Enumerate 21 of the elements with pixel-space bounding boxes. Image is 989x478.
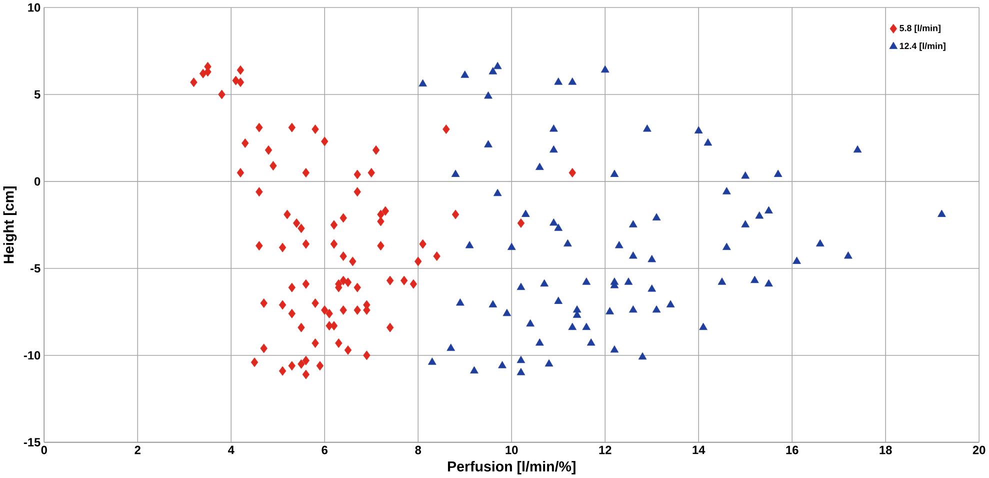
x-tick-label: 14 — [692, 446, 706, 454]
x-tick-label: 16 — [786, 446, 798, 454]
legend-label: 12.4 [l/min] — [900, 42, 946, 52]
legend-label: 5.8 [l/min] — [900, 24, 940, 34]
x-tick-label: 10 — [506, 446, 518, 454]
x-tick-label: 2 — [134, 446, 140, 454]
y-tick-label: 5 — [34, 90, 40, 99]
y-tick-label: -5 — [30, 264, 40, 273]
x-tick-label: 20 — [972, 446, 986, 454]
y-tick-label: 10 — [28, 3, 40, 12]
x-axis-title: Perfusion [l/min/%] — [448, 461, 576, 475]
x-tick-label: 6 — [322, 446, 328, 454]
x-tick-label: 18 — [880, 446, 892, 454]
x-tick-label: 0 — [41, 446, 47, 454]
x-tick-label: 8 — [415, 446, 422, 454]
y-tick-label: -10 — [24, 351, 40, 360]
y-tick-label: 0 — [34, 177, 40, 186]
x-tick-label: 12 — [599, 446, 612, 454]
y-tick-label: -15 — [24, 438, 40, 447]
y-axis-title: Height [cm] — [3, 186, 17, 264]
x-tick-label: 4 — [228, 446, 234, 454]
